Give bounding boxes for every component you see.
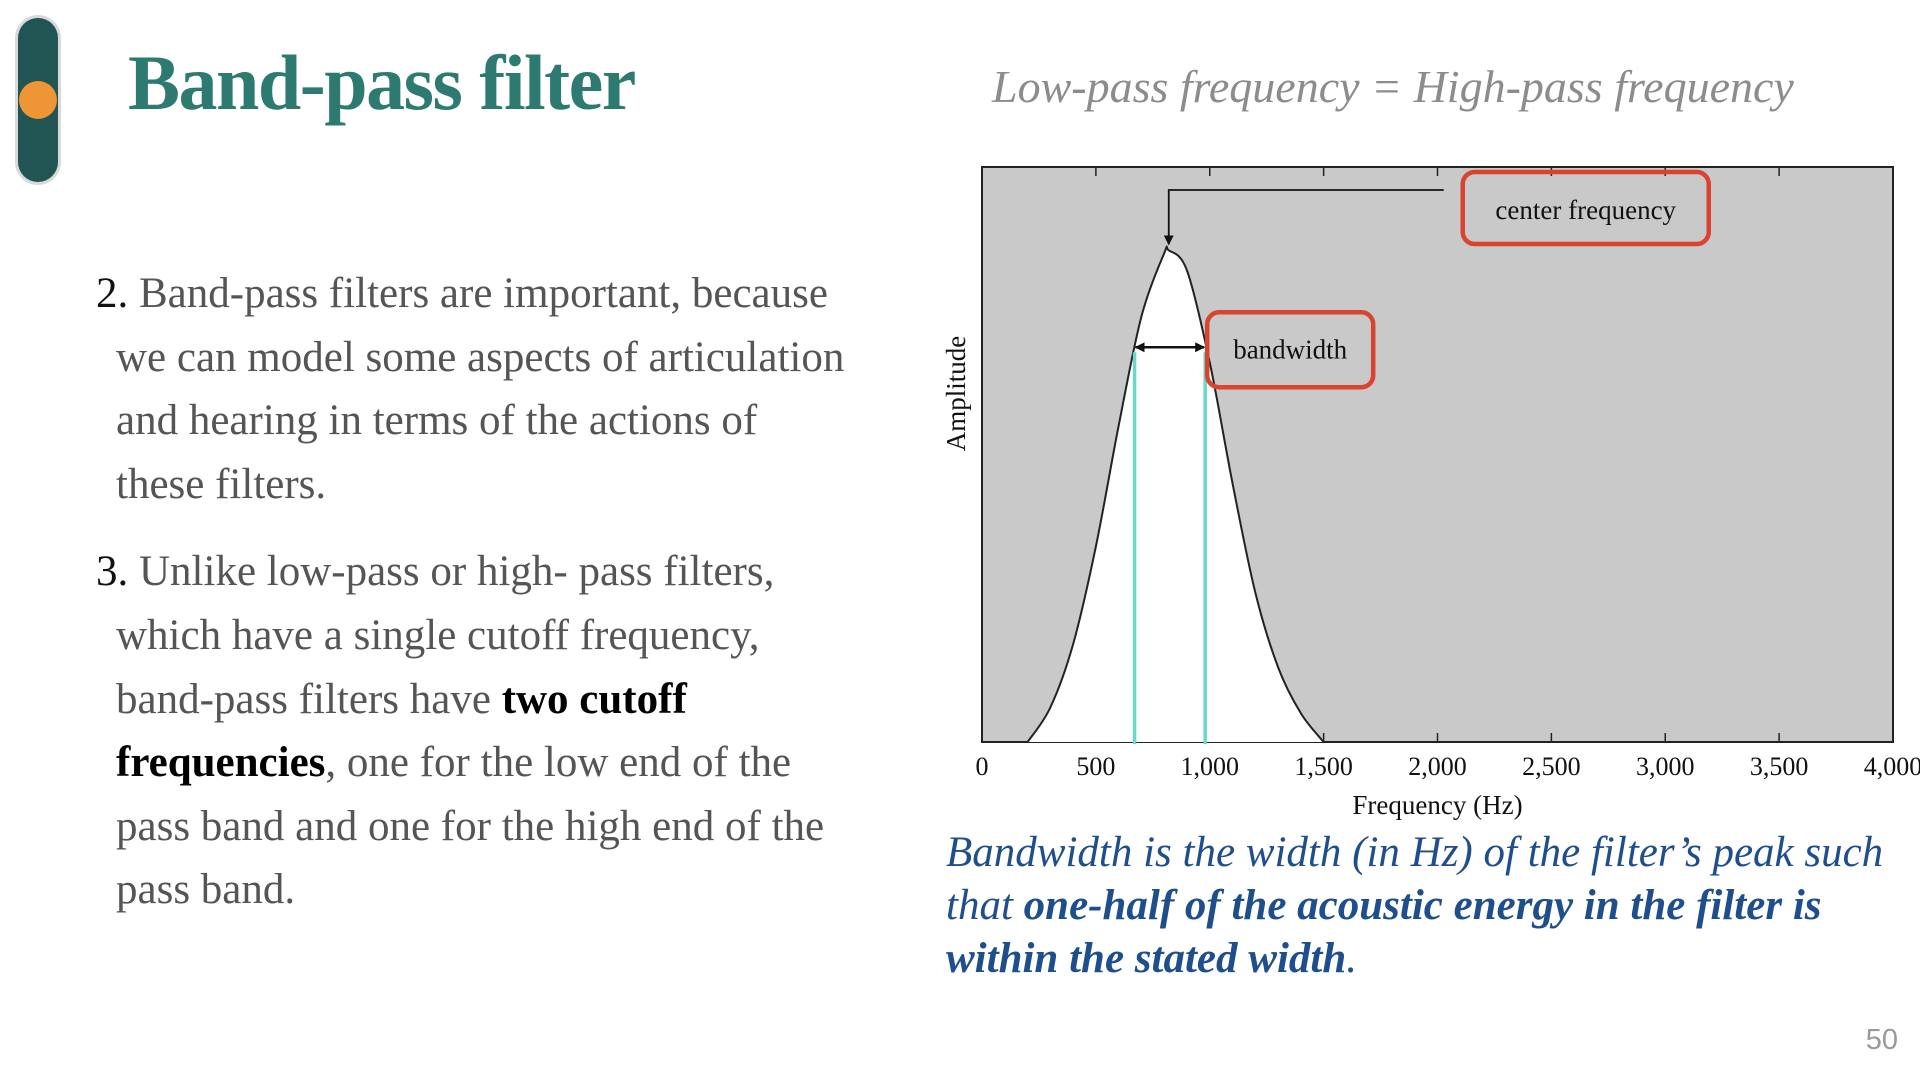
item-text: , one for the low end of the pass band a…: [116, 739, 825, 914]
x-tick-label: 0: [976, 752, 989, 781]
x-tick-labels: 0 500 1,000 1,500 2,000 2,500 3,000 3,500 4,000: [976, 752, 1920, 781]
bandwidth-box: [1204, 310, 1376, 390]
x-tick-label: 500: [1076, 752, 1115, 781]
body-list: 2. Band-pass filters are important, beca…: [96, 262, 856, 946]
slide-title: Band-pass filter: [128, 39, 636, 126]
item-number: 2.: [96, 270, 129, 317]
y-axis-label: Amplitude: [941, 336, 971, 452]
item-text: Unlike low-pass or high- pass filters, w…: [116, 548, 775, 723]
center-frequency-box: [1460, 169, 1712, 247]
x-tick-label: 2,500: [1522, 752, 1581, 781]
x-axis-label: Frequency (Hz): [1352, 790, 1522, 820]
page-number: 50: [1865, 1024, 1898, 1056]
item-emphasis: two cutoff frequencies: [116, 675, 687, 787]
x-tick-label: 4,000: [1864, 752, 1920, 781]
x-tick-label: 3,500: [1750, 752, 1809, 781]
item-text: Band-pass filters are important, because…: [116, 270, 845, 508]
list-item: 3. Unlike low-pass or high- pass filters…: [96, 540, 856, 922]
caption-text: Bandwidth is the width (in Hz) of the fi…: [946, 829, 1884, 929]
item-number: 3.: [96, 548, 129, 596]
filter-chart-svg: center frequency bandwidth 0 500 1,000 1,50…: [941, 166, 1920, 820]
bandwidth-label: bandwidth: [1233, 334, 1347, 364]
slide-subtitle: Low-pass frequency = High-pass frequency: [992, 61, 1794, 112]
center-frequency-label: center frequency: [1495, 195, 1676, 225]
center-frequency-arrow: [1163, 189, 1444, 246]
filter-curve: [1026, 245, 1325, 743]
caption-text-end: .: [1346, 935, 1357, 982]
x-tick-label: 3,000: [1636, 752, 1695, 781]
bandwidth-caption: Bandwidth is the width (in Hz) of the fi…: [946, 826, 1886, 985]
x-tick-label: 1,000: [1181, 752, 1240, 781]
x-tick-label: 2,000: [1408, 752, 1467, 781]
accent-dot: [19, 81, 57, 119]
filter-chart: center frequency bandwidth 0 500 1,000 1,50…: [930, 160, 1920, 820]
caption-emphasis: one-half of the acoustic energy in the f…: [946, 882, 1822, 982]
x-tick-label: 1,500: [1294, 752, 1353, 781]
list-item: 2. Band-pass filters are important, beca…: [96, 262, 856, 516]
